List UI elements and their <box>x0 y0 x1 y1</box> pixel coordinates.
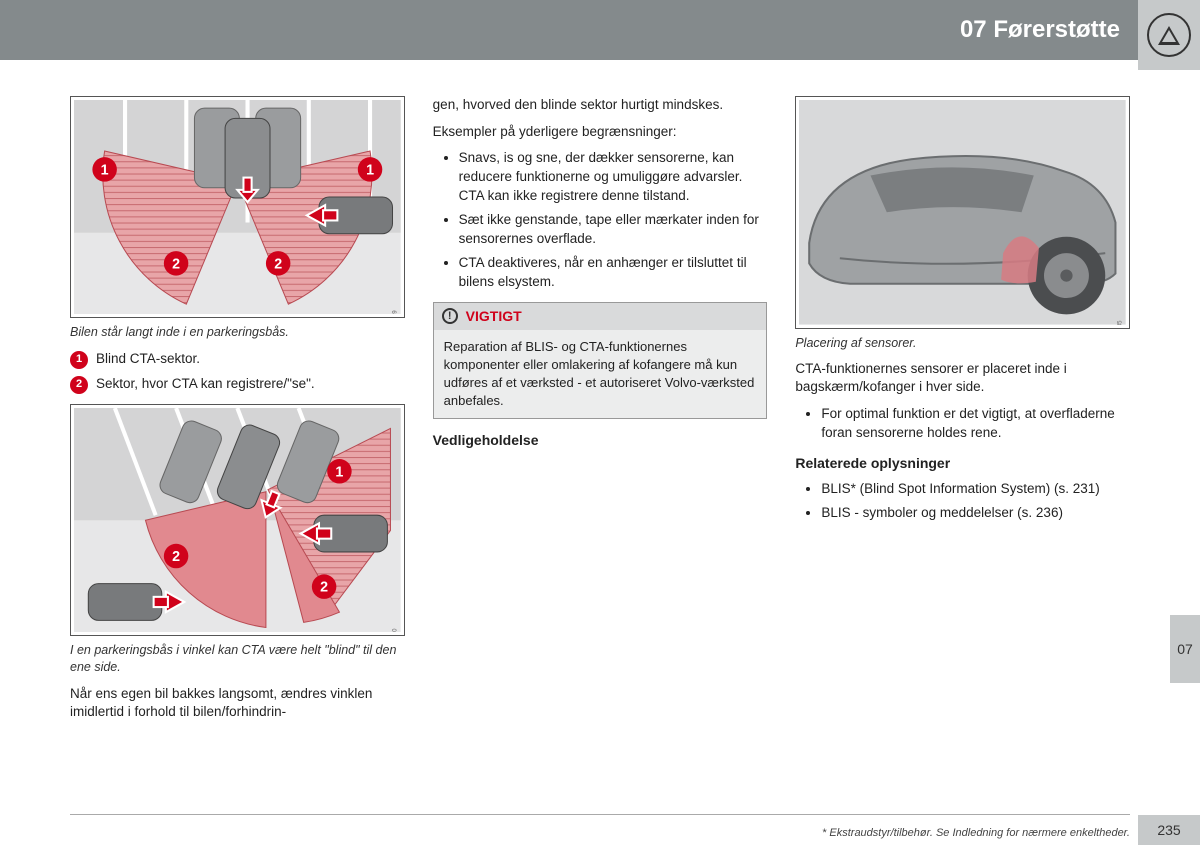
related-info-heading: Relaterede oplysninger <box>795 454 1130 473</box>
important-body: Reparation af BLIS- og CTA-funktionernes… <box>434 330 767 418</box>
header-title: 07 Førerstøtte <box>960 16 1120 44</box>
legend-text: Sektor, hvor CTA kan registrere/"se". <box>96 375 315 394</box>
page-content: 1 1 2 2 G047829 Bilen står langt inde i … <box>0 60 1200 730</box>
list-item: For optimal funktion er det vigtigt, at … <box>821 405 1130 442</box>
col3-para1: CTA-funktionernes sensorer er placeret i… <box>795 360 1130 397</box>
svg-text:2: 2 <box>172 549 180 565</box>
figure-2: 1 2 2 G047830 <box>70 404 405 637</box>
important-header: ! VIGTIGT <box>434 303 767 330</box>
list-item: Sæt ikke genstande, tape eller mærkater … <box>459 211 768 248</box>
column-middle: gen, hvorved den blinde sektor hurtigt m… <box>433 96 768 730</box>
important-label: VIGTIGT <box>466 307 522 326</box>
footer-divider <box>70 814 1130 815</box>
important-callout: ! VIGTIGT Reparation af BLIS- og CTA-fun… <box>433 302 768 419</box>
svg-text:G047830: G047830 <box>392 628 399 633</box>
page-number: 235 <box>1138 815 1200 845</box>
footnote-text: * Ekstraudstyr/tilbehør. Se Indledning f… <box>822 827 1130 839</box>
svg-text:2: 2 <box>320 579 328 595</box>
list-item: BLIS* (Blind Spot Information System) (s… <box>821 480 1130 499</box>
svg-text:2: 2 <box>172 256 180 272</box>
figure-1-caption: Bilen står langt inde i en parkeringsbås… <box>70 324 405 341</box>
legend-row-2: 2 Sektor, hvor CTA kan registrere/"se". <box>70 375 405 394</box>
svg-text:1: 1 <box>101 163 109 179</box>
header-warning-icon <box>1138 0 1200 70</box>
maintenance-heading: Vedligeholdelse <box>433 431 768 450</box>
figure-3-diagram: G049285 <box>799 100 1126 325</box>
svg-text:1: 1 <box>366 163 374 179</box>
figure-2-diagram: 1 2 2 G047830 <box>74 408 401 633</box>
legend-badge-icon: 1 <box>70 351 88 369</box>
legend-badge-icon: 2 <box>70 376 88 394</box>
list-item: Snavs, is og sne, der dækker sensorerne,… <box>459 149 768 205</box>
col3-related-list: BLIS* (Blind Spot Information System) (s… <box>795 480 1130 523</box>
page-header: 07 Førerstøtte <box>0 0 1200 60</box>
column-left: 1 1 2 2 G047829 Bilen står langt inde i … <box>70 96 405 730</box>
svg-text:G049285: G049285 <box>1117 320 1124 325</box>
figure-3: G049285 <box>795 96 1130 329</box>
col1-paragraph: Når ens egen bil bakkes langsomt, ændres… <box>70 685 405 722</box>
list-item: CTA deaktiveres, når en anhænger er tils… <box>459 254 768 291</box>
col3-list1: For optimal funktion er det vigtigt, at … <box>795 405 1130 442</box>
figure-1: 1 1 2 2 G047829 <box>70 96 405 318</box>
svg-text:1: 1 <box>335 464 343 480</box>
figure-2-caption: I en parkeringsbås i vinkel kan CTA være… <box>70 642 405 677</box>
legend-text: Blind CTA-sektor. <box>96 350 200 369</box>
col2-para2: Eksempler på yderligere begrænsninger: <box>433 123 768 142</box>
warning-icon: ! <box>442 308 458 324</box>
figure-3-caption: Placering af sensorer. <box>795 335 1130 352</box>
figure-1-diagram: 1 1 2 2 G047829 <box>74 100 401 314</box>
col2-limitations-list: Snavs, is og sne, der dækker sensorerne,… <box>433 149 768 291</box>
legend-row-1: 1 Blind CTA-sektor. <box>70 350 405 369</box>
column-right: G049285 Placering af sensorer. CTA-funkt… <box>795 96 1130 730</box>
col2-para1: gen, hvorved den blinde sektor hurtigt m… <box>433 96 768 115</box>
section-side-tab: 07 <box>1170 615 1200 683</box>
list-item: BLIS - symboler og meddelelser (s. 236) <box>821 504 1130 523</box>
svg-text:2: 2 <box>274 256 282 272</box>
svg-text:G047829: G047829 <box>392 310 399 315</box>
